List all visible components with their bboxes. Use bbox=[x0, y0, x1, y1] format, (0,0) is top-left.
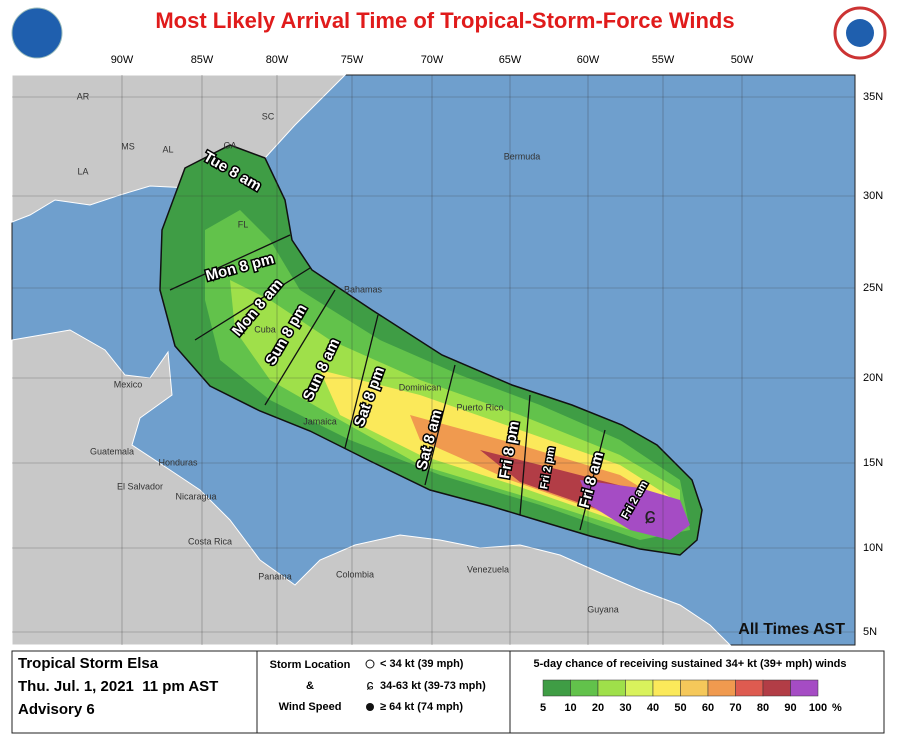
legend-value: 100 bbox=[809, 702, 827, 714]
symbol-high bbox=[366, 703, 374, 711]
ampersand: & bbox=[306, 680, 314, 692]
longitude-label: 85W bbox=[191, 54, 214, 66]
place-label: MS bbox=[121, 141, 135, 151]
legend-swatch bbox=[570, 679, 599, 697]
latitude-label: 30N bbox=[863, 190, 883, 202]
latitude-label: 20N bbox=[863, 372, 883, 384]
noaa-logo bbox=[11, 7, 63, 59]
place-label: Puerto Rico bbox=[456, 402, 503, 412]
place-label: GA bbox=[223, 140, 236, 150]
latin-america-land bbox=[11, 329, 732, 646]
legend-title: 5-day chance of receiving sustained 34+ … bbox=[534, 658, 847, 670]
legend-swatch bbox=[680, 679, 709, 697]
longitude-label: 55W bbox=[652, 54, 675, 66]
place-label: SC bbox=[262, 111, 275, 121]
place-label: Costa Rica bbox=[188, 536, 232, 546]
place-label: Bahamas bbox=[344, 284, 383, 294]
time-line bbox=[519, 394, 531, 516]
wind-speed-label: Wind Speed bbox=[279, 701, 342, 713]
place-label: AL bbox=[162, 144, 173, 154]
legend-swatch bbox=[597, 679, 626, 697]
time-lines bbox=[169, 234, 606, 531]
legend-value: 60 bbox=[702, 702, 714, 714]
symbol-low bbox=[365, 659, 375, 669]
legend-swatch bbox=[735, 679, 764, 697]
place-label: Venezuela bbox=[467, 564, 509, 574]
place-label: LA bbox=[77, 166, 88, 176]
legend-swatch bbox=[542, 679, 571, 697]
place-label: Panama bbox=[258, 571, 292, 581]
latitude-label: 15N bbox=[863, 457, 883, 469]
nws-logo-inner bbox=[846, 19, 874, 47]
place-label: AR bbox=[77, 91, 90, 101]
storm-name: Tropical Storm Elsa bbox=[18, 655, 159, 672]
legend-swatch bbox=[707, 679, 736, 697]
legend-swatch bbox=[790, 679, 819, 697]
legend-value: 70 bbox=[729, 702, 741, 714]
legend-value: 80 bbox=[757, 702, 769, 714]
longitude-label: 50W bbox=[731, 54, 754, 66]
longitude-label: 75W bbox=[341, 54, 364, 66]
place-label: Cuba bbox=[254, 324, 276, 334]
time-line bbox=[579, 429, 606, 531]
symbol-mid: ɕ bbox=[367, 677, 374, 693]
place-label: Dominican bbox=[399, 382, 442, 392]
storm-location-label: Storm Location bbox=[270, 659, 351, 671]
legend-value: 50 bbox=[674, 702, 686, 714]
time-line bbox=[344, 314, 379, 449]
place-label: Honduras bbox=[158, 457, 198, 467]
legend-value: 30 bbox=[619, 702, 631, 714]
time-line bbox=[424, 364, 456, 486]
legend-swatch bbox=[625, 679, 654, 697]
longitude-label: 65W bbox=[499, 54, 522, 66]
latitude-label: 35N bbox=[863, 91, 883, 103]
place-label: El Salvador bbox=[117, 481, 163, 491]
symbol-label: ≥ 64 kt (74 mph) bbox=[380, 701, 463, 713]
place-label: Colombia bbox=[336, 569, 374, 579]
place-label: FL bbox=[238, 219, 249, 229]
symbol-label: 34-63 kt (39-73 mph) bbox=[380, 680, 486, 692]
place-label: Guyana bbox=[587, 604, 619, 614]
longitude-label: 70W bbox=[421, 54, 444, 66]
legend: 5 10 20 30 40 50 60 70 80 90 100% bbox=[540, 679, 842, 714]
times-note: All Times AST bbox=[738, 621, 845, 638]
longitude-label: 80W bbox=[266, 54, 289, 66]
latitude-label: 5N bbox=[863, 626, 877, 638]
title: Most Likely Arrival Time of Tropical-Sto… bbox=[155, 8, 734, 33]
longitude-label: 60W bbox=[577, 54, 600, 66]
map: ɕ bbox=[11, 74, 856, 646]
place-label: Bermuda bbox=[504, 151, 541, 161]
cone-90 bbox=[580, 480, 690, 540]
time-line bbox=[264, 289, 336, 406]
legend-value: 40 bbox=[647, 702, 659, 714]
place-label: Mexico bbox=[114, 379, 143, 389]
time-line bbox=[169, 234, 291, 291]
latitude-label: 10N bbox=[863, 542, 883, 554]
legend-unit: % bbox=[832, 702, 842, 714]
legend-value: 5 bbox=[540, 702, 546, 714]
legend-value: 10 bbox=[564, 702, 576, 714]
advisory-date: Thu. Jul. 1, 2021 11 pm AST bbox=[18, 678, 218, 695]
place-label: Jamaica bbox=[303, 416, 337, 426]
legend-value: 90 bbox=[784, 702, 796, 714]
place-label: Nicaragua bbox=[175, 491, 216, 501]
time-line bbox=[194, 267, 311, 341]
place-label: Guatemala bbox=[90, 446, 134, 456]
symbol-label: < 34 kt (39 mph) bbox=[380, 658, 464, 670]
storm-symbol: ɕ bbox=[645, 503, 656, 528]
longitude-label: 90W bbox=[111, 54, 134, 66]
legend-swatch bbox=[762, 679, 791, 697]
latitude-label: 25N bbox=[863, 282, 883, 294]
legend-swatch bbox=[652, 679, 681, 697]
legend-value: 20 bbox=[592, 702, 604, 714]
advisory-number: Advisory 6 bbox=[18, 701, 95, 718]
